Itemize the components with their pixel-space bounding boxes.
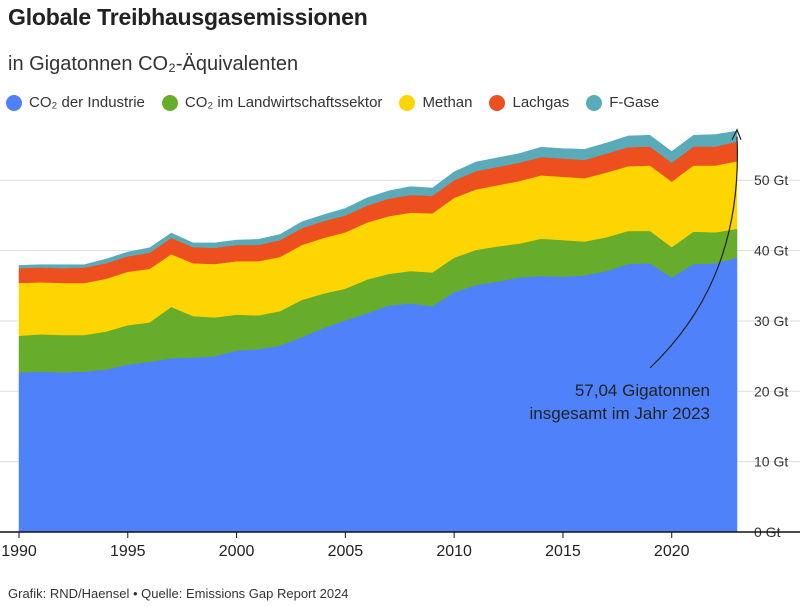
legend-item-methan: Methan	[399, 94, 472, 111]
x-tick-label: 2015	[545, 543, 581, 560]
annotation-arrow-head	[731, 128, 742, 140]
x-tick-label: 1995	[110, 543, 146, 560]
legend-label-co2-landwirtschaft: CO₂ im Landwirtschaftssektor	[184, 94, 383, 111]
legend-swatch-co2-landwirtschaft	[161, 94, 178, 111]
legend-item-co2-industrie: CO₂ der Industrie	[6, 94, 145, 111]
y-tick-label: 10 Gt	[754, 454, 788, 470]
x-tick-label: 2020	[654, 543, 690, 560]
x-tick-label: 2005	[328, 543, 364, 560]
legend-swatch-methan	[399, 94, 416, 111]
legend-swatch-f-gase	[586, 94, 603, 111]
annotation-layer: 57,04 Gigatonnen insgesamt im Jahr 2023	[530, 128, 742, 423]
chart-title: Globale Treibhausgasemissionen	[8, 4, 368, 30]
annotation-arrow-line	[649, 136, 739, 369]
legend-label-methan: Methan	[422, 94, 473, 111]
y-tick-label: 30 Gt	[754, 313, 788, 329]
y-tick-label: 40 Gt	[754, 243, 788, 259]
y-tick-label: 20 Gt	[754, 383, 788, 399]
annotation-text-line1: 57,04 Gigatonnen	[575, 381, 710, 400]
legend-item-f-gase: F-Gase	[586, 94, 659, 111]
legend-label-f-gase: F-Gase	[609, 94, 660, 111]
chart-subtitle: in Gigatonnen CO₂-Äquivalenten	[8, 53, 299, 75]
x-tick-label: 1990	[1, 543, 37, 560]
y-tick-label: 50 Gt	[754, 172, 788, 188]
legend-item-co2-landwirtschaft: CO₂ im Landwirtschaftssektor	[161, 94, 383, 111]
annotation-text-line2: insgesamt im Jahr 2023	[530, 404, 710, 423]
legend-swatch-lachgas	[489, 94, 506, 111]
legend-label-co2-industrie: CO₂ der Industrie	[29, 94, 145, 111]
x-tick-label: 2000	[219, 543, 255, 560]
legend-label-lachgas: Lachgas	[512, 94, 570, 111]
chart-legend: CO₂ der Industrie CO₂ im Landwirtschafts…	[6, 94, 676, 111]
legend-swatch-co2-industrie	[6, 94, 22, 111]
chart-footer-credit: Grafik: RND/Haensel • Quelle: Emissions …	[8, 586, 349, 601]
legend-item-lachgas: Lachgas	[489, 94, 569, 111]
area-layer	[18, 130, 738, 533]
x-tick-label: 2010	[436, 543, 472, 560]
